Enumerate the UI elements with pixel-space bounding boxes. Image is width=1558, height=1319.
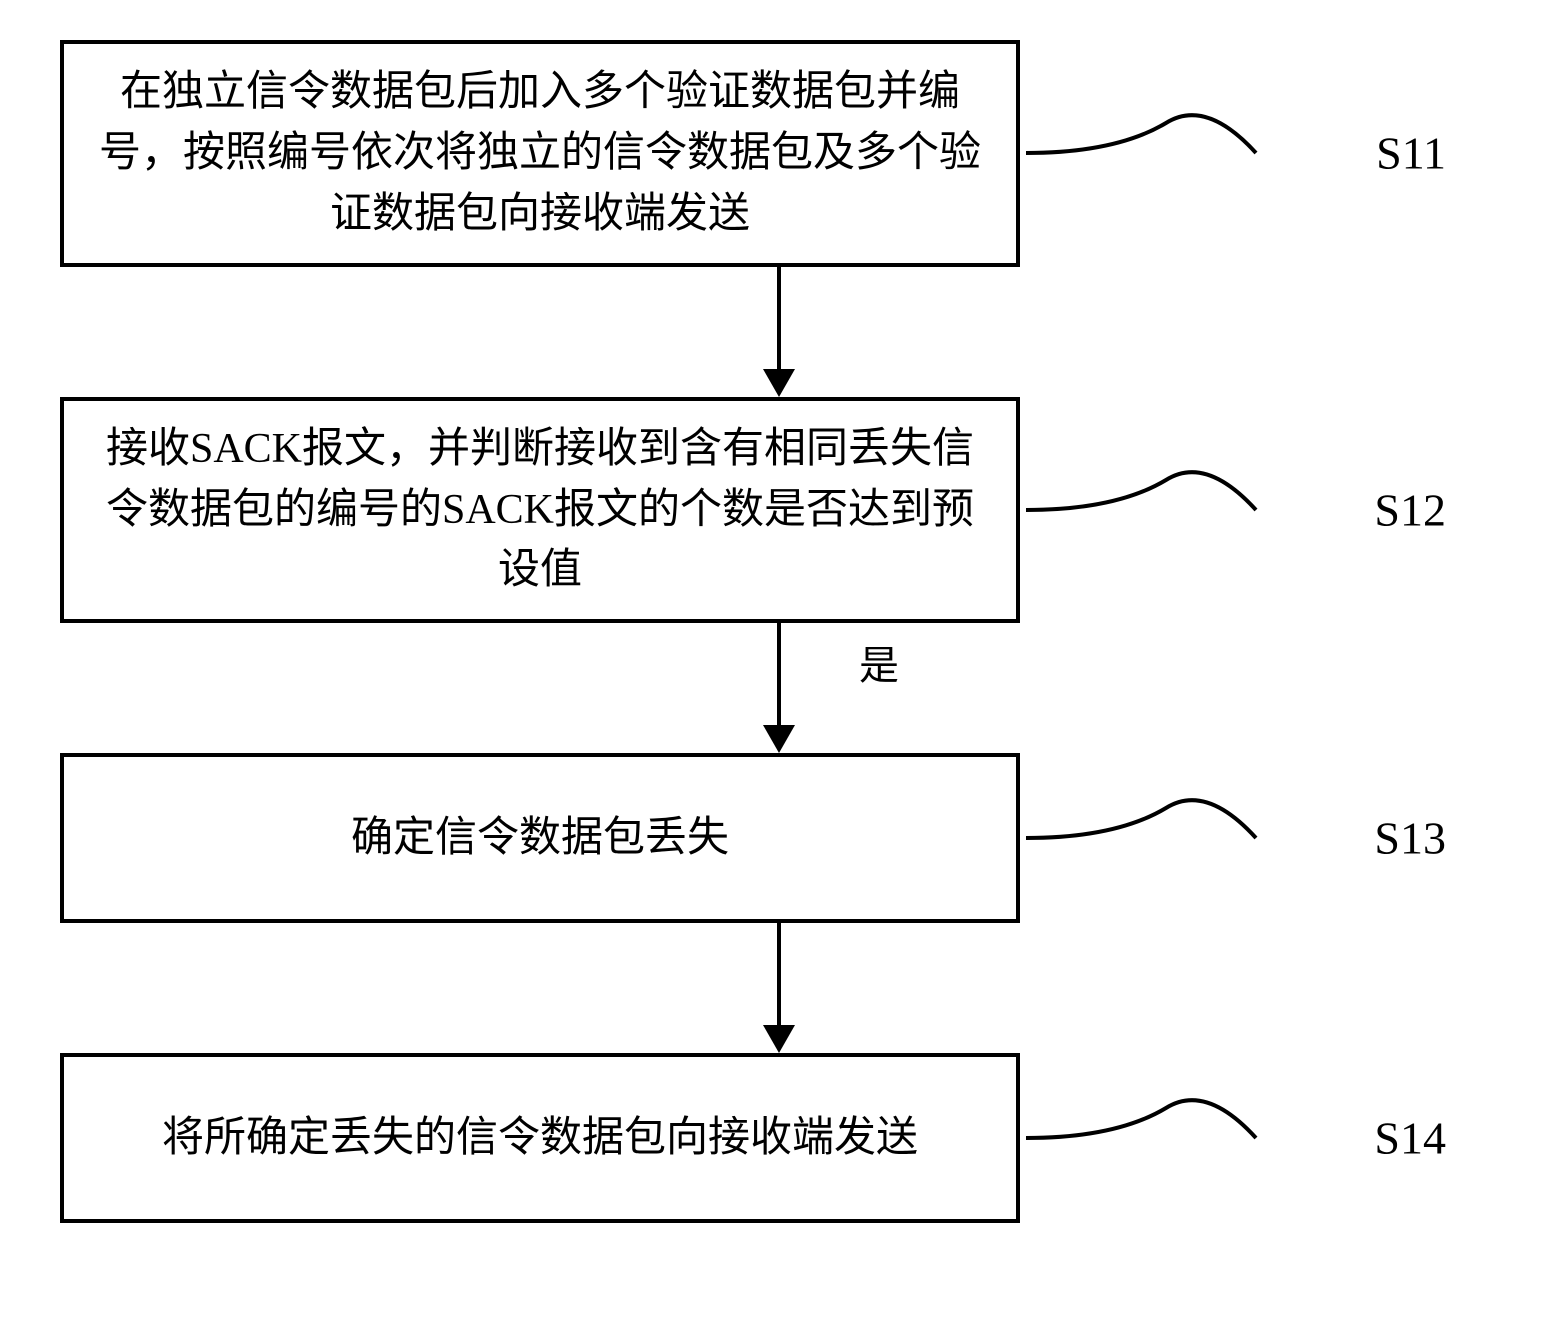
arrow-head-icon [763,1025,795,1053]
arrow-s11-s12 [299,267,1259,397]
step-label-s11: S11 [1376,127,1446,180]
connector-curve-s12 [1026,460,1346,560]
step-box-s13: 确定信令数据包丢失 S13 [60,753,1020,923]
step-box-s12: 接收SACK报文，并判断接收到含有相同丢失信令数据包的编号的SACK报文的个数是… [60,397,1020,624]
connector-curve-s11 [1026,103,1346,203]
connector-curve-s13 [1026,788,1346,888]
step-row-s11: 在独立信令数据包后加入多个验证数据包并编号，按照编号依次将独立的信令数据包及多个… [60,40,1498,267]
arrow-line [777,267,781,369]
arrow-head-icon [763,369,795,397]
step-row-s12: 接收SACK报文，并判断接收到含有相同丢失信令数据包的编号的SACK报文的个数是… [60,397,1498,624]
step-label-s13: S13 [1374,812,1446,865]
step-text-s14: 将所确定丢失的信令数据包向接收端发送 [162,1108,918,1169]
edge-label-yes: 是 [859,633,899,691]
step-box-s11: 在独立信令数据包后加入多个验证数据包并编号，按照编号依次将独立的信令数据包及多个… [60,40,1020,267]
arrow-line [777,923,781,1025]
step-label-s12: S12 [1374,484,1446,537]
step-text-s13: 确定信令数据包丢失 [351,808,729,869]
step-box-s14: 将所确定丢失的信令数据包向接收端发送 S14 [60,1053,1020,1223]
step-row-s14: 将所确定丢失的信令数据包向接收端发送 S14 [60,1053,1498,1223]
step-text-s12: 接收SACK报文，并判断接收到含有相同丢失信令数据包的编号的SACK报文的个数是… [92,419,988,602]
connector-curve-s14 [1026,1088,1346,1188]
arrow-s12-s13: 是 [299,623,1259,753]
step-row-s13: 确定信令数据包丢失 S13 [60,753,1498,923]
step-text-s11: 在独立信令数据包后加入多个验证数据包并编号，按照编号依次将独立的信令数据包及多个… [92,62,988,245]
step-label-s14: S14 [1374,1112,1446,1165]
arrow-s13-s14 [299,923,1259,1053]
arrow-head-icon [763,725,795,753]
arrow-line [777,623,781,725]
flowchart-container: 在独立信令数据包后加入多个验证数据包并编号，按照编号依次将独立的信令数据包及多个… [60,40,1498,1223]
